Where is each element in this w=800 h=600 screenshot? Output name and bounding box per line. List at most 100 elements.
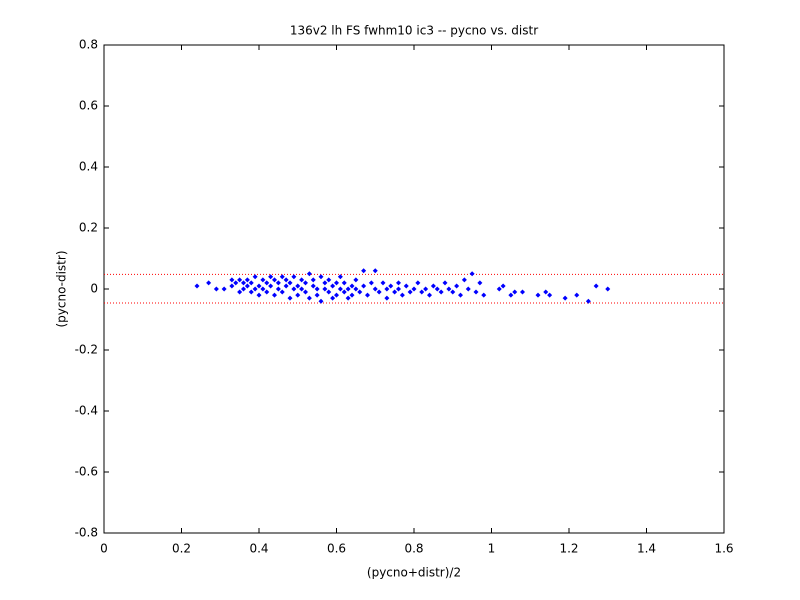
point <box>438 289 444 295</box>
point <box>268 274 274 280</box>
point <box>341 289 347 295</box>
point <box>361 283 367 289</box>
point <box>229 283 235 289</box>
point <box>384 286 390 292</box>
point <box>372 268 378 274</box>
point <box>206 280 212 286</box>
point <box>194 283 200 289</box>
y-tick-label: -0.2 <box>75 343 98 357</box>
point <box>291 274 297 280</box>
chart-title: 136v2 lh FS fwhm10 ic3 -- pycno vs. dist… <box>290 24 538 38</box>
point <box>241 280 246 286</box>
point <box>310 277 316 283</box>
point <box>306 271 312 277</box>
point <box>252 274 258 280</box>
point <box>310 283 316 289</box>
point <box>415 280 421 286</box>
point <box>233 280 239 286</box>
point <box>287 295 293 301</box>
point <box>384 295 390 301</box>
point <box>221 286 227 292</box>
point <box>330 295 336 301</box>
point <box>268 283 274 289</box>
point <box>392 289 398 295</box>
point <box>314 286 320 292</box>
point <box>372 286 378 292</box>
point <box>299 277 305 283</box>
point <box>326 277 332 283</box>
x-tick-label: 1.4 <box>637 542 656 556</box>
point <box>264 280 270 286</box>
point <box>446 286 452 292</box>
point <box>303 280 308 286</box>
y-axis-label: (pycno-distr) <box>55 250 69 327</box>
point <box>334 280 339 286</box>
point <box>248 280 254 286</box>
point <box>345 295 351 301</box>
point <box>349 292 355 298</box>
point <box>605 286 611 292</box>
point <box>256 283 262 289</box>
point <box>585 298 591 304</box>
point <box>314 292 320 298</box>
y-tick-label: 0.8 <box>79 38 98 52</box>
point <box>291 286 297 292</box>
point <box>353 286 359 292</box>
point <box>419 289 425 295</box>
point <box>299 286 305 292</box>
point <box>295 292 301 298</box>
x-tick-label: 0.6 <box>327 542 346 556</box>
point <box>368 280 374 286</box>
point <box>326 289 332 295</box>
point <box>244 283 250 289</box>
point <box>423 286 429 292</box>
point <box>241 286 246 292</box>
point <box>535 292 541 298</box>
point <box>376 289 382 295</box>
point <box>365 292 370 298</box>
x-tick-label: 0.8 <box>404 542 423 556</box>
point <box>341 280 347 286</box>
x-tick-label: 0.4 <box>249 542 268 556</box>
point <box>334 292 339 298</box>
point <box>229 277 235 283</box>
point <box>458 292 463 298</box>
point <box>434 286 440 292</box>
point <box>279 274 285 280</box>
point <box>303 289 308 295</box>
point <box>237 289 243 295</box>
point <box>272 277 277 283</box>
point <box>275 280 281 286</box>
point <box>547 292 553 298</box>
point <box>427 292 432 298</box>
point <box>287 280 293 286</box>
y-tick-label: 0.2 <box>79 221 98 235</box>
point <box>330 283 336 289</box>
point <box>361 268 367 274</box>
point <box>508 292 514 298</box>
point <box>248 289 254 295</box>
point <box>357 289 363 295</box>
x-tick-label: 1 <box>488 542 496 556</box>
point <box>345 286 351 292</box>
point <box>318 274 324 280</box>
point <box>237 277 243 283</box>
point <box>260 277 266 283</box>
point <box>283 277 289 283</box>
y-tick-label: 0.6 <box>79 99 98 113</box>
point <box>337 286 343 292</box>
point <box>411 286 417 292</box>
point <box>322 286 328 292</box>
point <box>469 271 475 277</box>
point <box>593 283 599 289</box>
point <box>353 277 359 283</box>
point <box>574 292 580 298</box>
point <box>264 289 270 295</box>
point <box>349 283 355 289</box>
point <box>496 286 502 292</box>
y-tick-label: 0.4 <box>79 160 98 174</box>
point <box>275 286 281 292</box>
point <box>442 280 448 286</box>
x-tick-label: 1.2 <box>559 542 578 556</box>
